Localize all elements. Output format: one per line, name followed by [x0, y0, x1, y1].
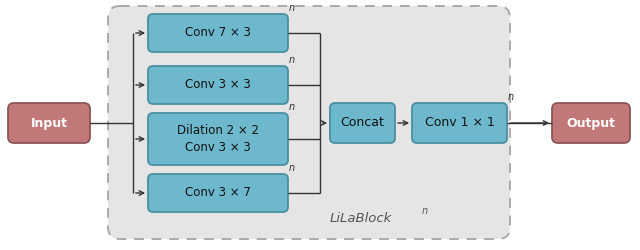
- FancyBboxPatch shape: [330, 103, 395, 143]
- FancyBboxPatch shape: [412, 103, 507, 143]
- Text: n: n: [422, 206, 428, 216]
- Text: Concat: Concat: [340, 116, 385, 130]
- Text: n: n: [508, 92, 514, 102]
- FancyBboxPatch shape: [148, 113, 288, 165]
- Text: Dilation 2 × 2
Conv 3 × 3: Dilation 2 × 2 Conv 3 × 3: [177, 124, 259, 154]
- Text: Conv 1 × 1: Conv 1 × 1: [424, 116, 495, 130]
- Text: n: n: [289, 55, 295, 65]
- Text: Input: Input: [31, 116, 67, 130]
- Text: n: n: [289, 3, 295, 13]
- Text: Conv 3 × 3: Conv 3 × 3: [185, 78, 251, 92]
- FancyBboxPatch shape: [148, 14, 288, 52]
- FancyBboxPatch shape: [148, 174, 288, 212]
- Text: Output: Output: [566, 116, 616, 130]
- Text: Conv 3 × 7: Conv 3 × 7: [185, 186, 251, 200]
- FancyBboxPatch shape: [148, 66, 288, 104]
- FancyBboxPatch shape: [552, 103, 630, 143]
- Text: n: n: [289, 102, 295, 112]
- FancyBboxPatch shape: [8, 103, 90, 143]
- Text: n: n: [289, 163, 295, 173]
- Text: Conv 7 × 3: Conv 7 × 3: [185, 26, 251, 40]
- Text: LiLaBlock: LiLaBlock: [330, 212, 392, 224]
- FancyBboxPatch shape: [108, 6, 510, 239]
